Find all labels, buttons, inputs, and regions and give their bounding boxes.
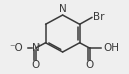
Text: N: N [32, 43, 39, 53]
Text: ⁻O: ⁻O [9, 43, 23, 53]
Text: N: N [59, 4, 67, 14]
Text: O: O [86, 60, 94, 70]
Text: O: O [31, 60, 40, 70]
Text: Br: Br [93, 12, 104, 22]
Text: OH: OH [103, 43, 119, 53]
Text: +: + [36, 43, 41, 48]
